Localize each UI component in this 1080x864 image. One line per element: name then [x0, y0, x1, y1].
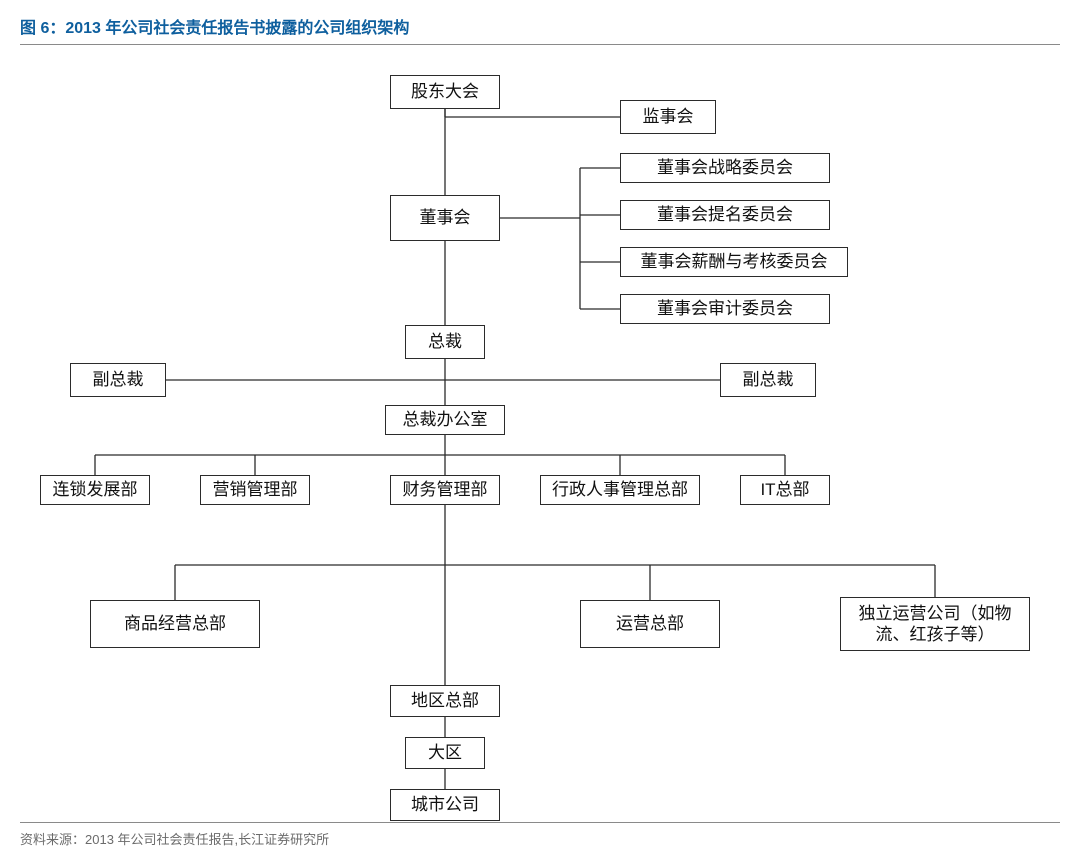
node-region_hq: 地区总部: [390, 685, 500, 717]
figure-title: 图 6：2013 年公司社会责任报告书披露的公司组织架构: [20, 14, 1060, 44]
node-comm_strategy: 董事会战略委员会: [620, 153, 830, 183]
node-president: 总裁: [405, 325, 485, 359]
node-vp_right: 副总裁: [720, 363, 816, 397]
node-pres_office: 总裁办公室: [385, 405, 505, 435]
node-board: 董事会: [390, 195, 500, 241]
node-hq_ops: 运营总部: [580, 600, 720, 648]
node-vp_left: 副总裁: [70, 363, 166, 397]
node-comm_nominate: 董事会提名委员会: [620, 200, 830, 230]
org-chart-canvas: 股东大会监事会董事会 董事会战略委员会董事会提名委员会董事会薪酬与考核委员会董事会…: [20, 45, 1060, 825]
node-city_co: 城市公司: [390, 789, 500, 821]
figure-source: 资料来源：2013 年公司社会责任报告,长江证券研究所: [20, 822, 1060, 848]
node-shareholders: 股东大会: [390, 75, 500, 109]
node-d_hr: 行政人事管理总部: [540, 475, 700, 505]
node-supervisory: 监事会: [620, 100, 716, 134]
node-hq_merch: 商品经营总部: [90, 600, 260, 648]
node-d_it: IT总部: [740, 475, 830, 505]
node-hq_indep: 独立运营公司（如物流、红孩子等）: [840, 597, 1030, 651]
node-d_marketing: 营销管理部: [200, 475, 310, 505]
node-comm_comp: 董事会薪酬与考核委员会: [620, 247, 848, 277]
figure-container: 图 6：2013 年公司社会责任报告书披露的公司组织架构 股东大会监事会董事会董…: [0, 0, 1080, 864]
edge-layer: [20, 45, 1060, 825]
node-comm_audit: 董事会审计委员会: [620, 294, 830, 324]
node-d_finance: 财务管理部: [390, 475, 500, 505]
node-d_chain: 连锁发展部: [40, 475, 150, 505]
node-big_region: 大区: [405, 737, 485, 769]
